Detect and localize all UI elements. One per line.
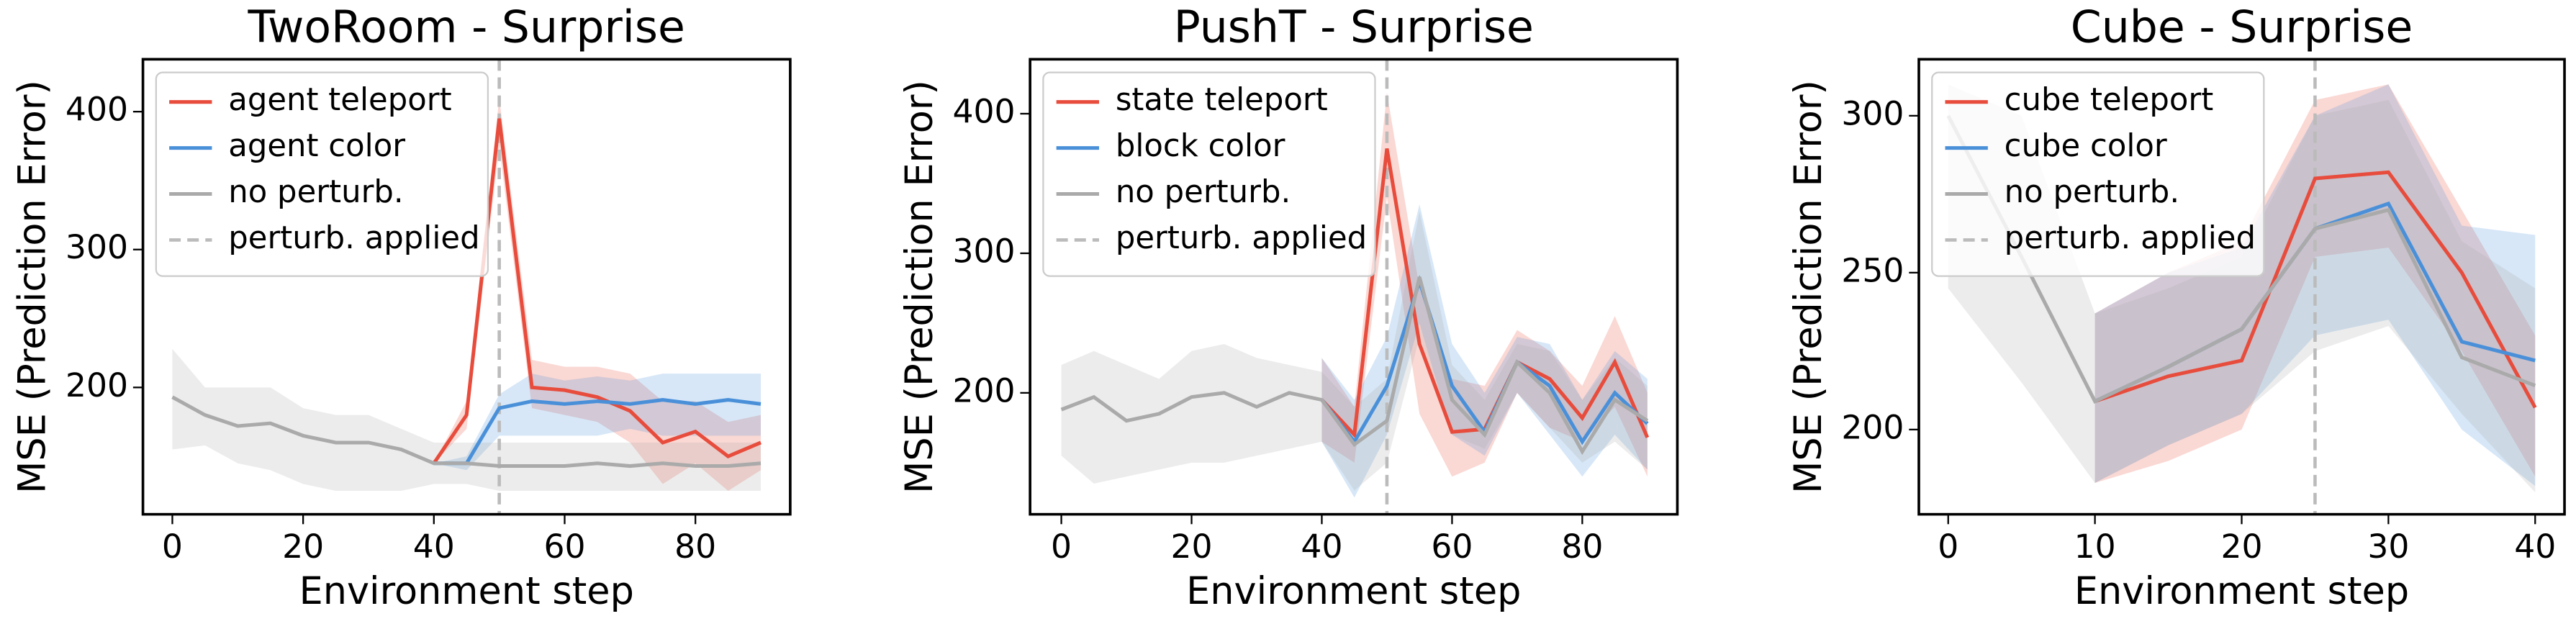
x-tick-label: 10 — [2074, 528, 2116, 566]
legend-box — [1042, 71, 1376, 277]
error-band — [433, 97, 761, 492]
legend-label: agent teleport — [228, 82, 451, 118]
y-tick-label: 250 — [1841, 251, 1904, 289]
x-tick-label: 40 — [413, 528, 455, 566]
x-tick-label: 0 — [1938, 528, 1958, 566]
panel: 0 20 40 60 80 200 300 400 PushT - Surprise Enviro… — [898, 1, 1679, 613]
y-axis-label: MSE (Prediction Error) — [11, 80, 55, 494]
y-tick-label: 200 — [65, 366, 128, 404]
x-axis-label: Environment step — [2074, 569, 2409, 613]
x-tick-label: 80 — [1561, 528, 1603, 566]
x-tick-label: 0 — [1051, 528, 1072, 566]
x-tick-label: 20 — [2220, 528, 2262, 566]
x-tick-label: 30 — [2367, 528, 2409, 566]
legend-label: perturb. applied — [1116, 220, 1367, 256]
y-tick-label: 400 — [65, 91, 128, 129]
y-tick-label: 300 — [65, 228, 128, 266]
plot-frame — [1029, 58, 1679, 516]
plot-frame — [141, 58, 792, 516]
y-tick-label: 200 — [952, 371, 1015, 409]
legend-box — [155, 71, 489, 277]
x-tick-label: 60 — [1431, 528, 1473, 566]
x-tick-label: 20 — [282, 528, 324, 566]
series-line — [1946, 114, 2536, 404]
legend-label: state teleport — [1116, 82, 1328, 118]
error-band — [2094, 84, 2536, 484]
y-axis-label: MSE (Prediction Error) — [1786, 80, 1830, 494]
legend-label: no perturb. — [1116, 174, 1291, 210]
chart-title: TwoRoom - Surprise — [248, 1, 685, 53]
error-band — [172, 348, 761, 492]
x-tick-label: 40 — [2514, 528, 2556, 566]
y-tick-label: 400 — [952, 92, 1015, 130]
legend-label: cube color — [2005, 128, 2167, 164]
legend-label: no perturb. — [228, 174, 403, 210]
chart-title: Cube - Surprise — [2071, 1, 2413, 53]
legend-label: cube teleport — [2005, 82, 2214, 118]
panel: 0 20 40 60 80 200 300 400 TwoRoom - Surprise Envi… — [11, 1, 792, 613]
legend-label: agent color — [228, 128, 405, 164]
y-axis-label: MSE (Prediction Error) — [898, 80, 941, 494]
legend-label: perturb. applied — [2005, 220, 2256, 256]
x-tick-label: 60 — [543, 528, 585, 566]
legend-box — [1931, 71, 2265, 277]
chart-title: PushT - Surprise — [1174, 1, 1534, 53]
x-axis-label: Environment step — [299, 569, 634, 613]
error-band — [433, 374, 761, 471]
x-tick-label: 0 — [162, 528, 183, 566]
error-band — [1948, 84, 2536, 493]
series-line — [433, 398, 761, 466]
x-tick-label: 40 — [1301, 528, 1342, 566]
legend-label: block color — [1116, 128, 1285, 164]
panel: 0 10 20 30 40 200 250 300 Cube - Surprise Environ… — [1786, 1, 2566, 613]
y-tick-label: 300 — [1841, 94, 1904, 132]
y-tick-label: 300 — [952, 232, 1015, 270]
error-band — [1061, 211, 1648, 491]
error-band — [1321, 92, 1648, 477]
x-tick-label: 80 — [674, 528, 716, 566]
series-line — [2094, 170, 2537, 409]
y-tick-label: 200 — [1841, 408, 1904, 446]
series-line — [1060, 276, 1649, 456]
legend-label: perturb. applied — [228, 220, 479, 256]
series-line — [171, 395, 761, 469]
x-axis-label: Environment step — [1186, 569, 1521, 613]
x-tick-label: 20 — [1170, 528, 1212, 566]
legend-label: no perturb. — [2005, 174, 2179, 210]
